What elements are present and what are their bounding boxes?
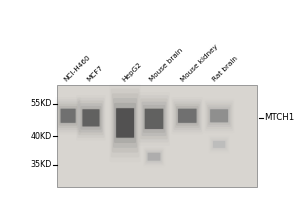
Text: MTCH1: MTCH1 [264, 113, 294, 122]
FancyBboxPatch shape [82, 109, 100, 126]
Text: Mouse kidney: Mouse kidney [180, 44, 220, 83]
FancyBboxPatch shape [116, 108, 134, 138]
FancyBboxPatch shape [61, 109, 76, 123]
FancyBboxPatch shape [177, 108, 197, 123]
FancyBboxPatch shape [59, 106, 77, 126]
Bar [57, 85, 257, 187]
Text: 55KD: 55KD [31, 99, 52, 108]
FancyBboxPatch shape [80, 106, 101, 130]
FancyBboxPatch shape [60, 108, 76, 123]
Text: 40KD: 40KD [31, 132, 52, 141]
FancyBboxPatch shape [115, 108, 135, 138]
Text: Rat brain: Rat brain [212, 56, 239, 83]
FancyBboxPatch shape [209, 109, 229, 123]
FancyBboxPatch shape [113, 98, 137, 148]
FancyBboxPatch shape [206, 103, 232, 129]
Text: 35KD: 35KD [31, 160, 52, 169]
FancyBboxPatch shape [140, 98, 168, 139]
FancyBboxPatch shape [174, 101, 201, 130]
FancyBboxPatch shape [58, 104, 78, 128]
FancyBboxPatch shape [175, 104, 200, 128]
FancyBboxPatch shape [146, 151, 162, 162]
FancyBboxPatch shape [212, 139, 227, 150]
FancyBboxPatch shape [212, 140, 226, 148]
Text: HepG2: HepG2 [121, 61, 142, 83]
FancyBboxPatch shape [145, 109, 163, 129]
FancyBboxPatch shape [148, 153, 160, 161]
FancyBboxPatch shape [178, 109, 196, 123]
Text: MCF7: MCF7 [86, 65, 104, 83]
FancyBboxPatch shape [211, 138, 227, 151]
FancyBboxPatch shape [210, 109, 228, 122]
Text: NCI-H460: NCI-H460 [63, 54, 92, 83]
FancyBboxPatch shape [80, 103, 103, 132]
FancyBboxPatch shape [57, 101, 79, 130]
FancyBboxPatch shape [143, 105, 165, 133]
FancyBboxPatch shape [145, 150, 163, 164]
FancyBboxPatch shape [78, 100, 103, 135]
FancyBboxPatch shape [145, 149, 164, 165]
FancyBboxPatch shape [210, 137, 228, 152]
FancyBboxPatch shape [176, 106, 199, 126]
FancyBboxPatch shape [144, 108, 164, 130]
FancyBboxPatch shape [112, 93, 138, 153]
FancyBboxPatch shape [114, 103, 136, 143]
FancyBboxPatch shape [82, 109, 100, 127]
FancyBboxPatch shape [142, 102, 167, 136]
FancyBboxPatch shape [213, 141, 225, 148]
Text: Mouse brain: Mouse brain [148, 48, 184, 83]
FancyBboxPatch shape [207, 105, 231, 127]
FancyBboxPatch shape [208, 107, 230, 125]
FancyBboxPatch shape [147, 152, 161, 161]
